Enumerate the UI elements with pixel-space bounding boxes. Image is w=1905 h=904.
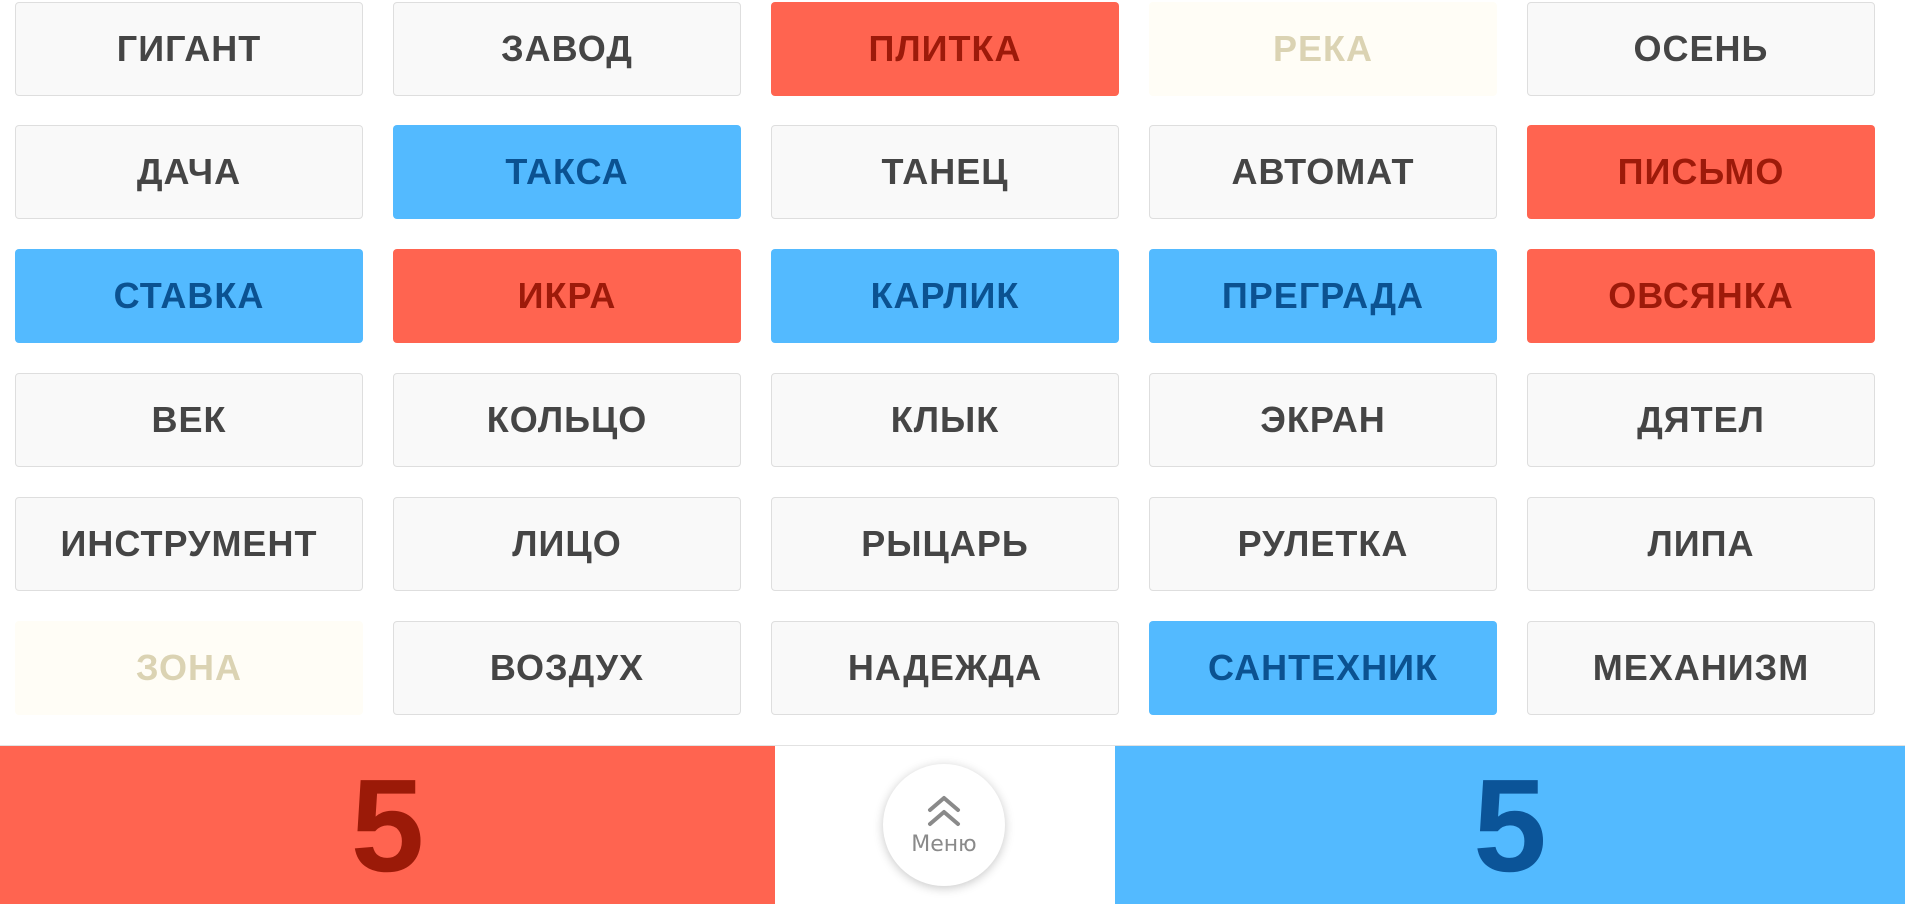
word-card[interactable]: РЕКА (1149, 2, 1497, 96)
card-word: АВТОМАТ (1231, 151, 1415, 192)
card-word: СТАВКА (113, 275, 265, 316)
word-card[interactable]: МЕХАНИЗМ (1527, 621, 1875, 715)
menu-label: Меню (911, 831, 977, 857)
word-card[interactable]: РЫЦАРЬ (771, 497, 1119, 591)
word-card[interactable]: ОВСЯНКА (1527, 249, 1875, 343)
card-word: ПРЕГРАДА (1221, 275, 1425, 316)
word-card[interactable]: ДАЧА (15, 125, 363, 219)
double-chevron-up-icon (928, 795, 960, 826)
word-card[interactable]: ИКРА (393, 249, 741, 343)
red-team-score: 5 (0, 746, 775, 904)
card-word: МЕХАНИЗМ (1592, 647, 1810, 688)
word-card[interactable]: АВТОМАТ (1149, 125, 1497, 219)
card-word: КОЛЬЦО (486, 399, 648, 440)
word-card[interactable]: КЛЫК (771, 373, 1119, 467)
word-card[interactable]: ДЯТЕЛ (1527, 373, 1875, 467)
card-word: ИКРА (517, 275, 617, 316)
word-card[interactable]: КОЛЬЦО (393, 373, 741, 467)
card-word: КЛЫК (890, 399, 1000, 440)
word-card[interactable]: ОСЕНЬ (1527, 2, 1875, 96)
blue-team-score: 5 (1115, 746, 1905, 904)
card-word: ПЛИТКА (868, 28, 1022, 69)
score-bar: 5 Меню 5 (0, 745, 1905, 904)
card-word: САНТЕХНИК (1208, 647, 1438, 688)
card-word: ГИГАНТ (116, 28, 262, 69)
word-card[interactable]: КАРЛИК (771, 249, 1119, 343)
word-card[interactable]: ТАНЕЦ (771, 125, 1119, 219)
blue-score-value: 5 (1473, 751, 1547, 899)
word-card[interactable]: ЛИПА (1527, 497, 1875, 591)
word-card[interactable]: САНТЕХНИК (1149, 621, 1497, 715)
word-card[interactable]: СТАВКА (15, 249, 363, 343)
word-card[interactable]: ИНСТРУМЕНТ (15, 497, 363, 591)
red-score-value: 5 (350, 751, 425, 899)
card-word: ЛИЦО (512, 523, 622, 564)
card-word: ЛИПА (1647, 523, 1755, 564)
word-card[interactable]: ВОЗДУХ (393, 621, 741, 715)
word-card[interactable]: ТАКСА (393, 125, 741, 219)
card-word: ВОЗДУХ (489, 647, 645, 688)
card-word: ДЯТЕЛ (1637, 399, 1765, 440)
card-word: РЫЦАРЬ (861, 523, 1029, 564)
card-word: ДАЧА (136, 151, 242, 192)
card-word: ОСЕНЬ (1633, 28, 1769, 69)
card-word: НАДЕЖДА (847, 647, 1043, 688)
word-card[interactable]: ПИСЬМО (1527, 125, 1875, 219)
card-word: РУЛЕТКА (1237, 523, 1409, 564)
card-word: ТАКСА (505, 151, 629, 192)
menu-button[interactable]: Меню (883, 764, 1005, 886)
card-word: ЭКРАН (1260, 399, 1386, 440)
card-word: ВЕК (151, 399, 227, 440)
word-card[interactable]: НАДЕЖДА (771, 621, 1119, 715)
word-card[interactable]: ГИГАНТ (15, 2, 363, 96)
word-card[interactable]: ЗОНА (15, 621, 363, 715)
word-card[interactable]: ПЛИТКА (771, 2, 1119, 96)
word-card[interactable]: ЗАВОД (393, 2, 741, 96)
card-word: КАРЛИК (870, 275, 1020, 316)
game-board: ГИГАНТ ЗАВОД ПЛИТКА РЕКА ОСЕНЬ ДАЧА ТАКС… (15, 2, 1875, 715)
word-card[interactable]: ЭКРАН (1149, 373, 1497, 467)
card-word: ЗАВОД (501, 28, 633, 69)
card-word: ИНСТРУМЕНТ (60, 523, 318, 564)
word-card[interactable]: ПРЕГРАДА (1149, 249, 1497, 343)
card-word: ОВСЯНКА (1608, 275, 1794, 316)
card-word: ЗОНА (135, 647, 243, 688)
card-word: ПИСЬМО (1617, 151, 1785, 192)
word-card[interactable]: РУЛЕТКА (1149, 497, 1497, 591)
word-card[interactable]: ЛИЦО (393, 497, 741, 591)
card-word: ТАНЕЦ (881, 151, 1009, 192)
word-card[interactable]: ВЕК (15, 373, 363, 467)
card-word: РЕКА (1273, 28, 1373, 69)
